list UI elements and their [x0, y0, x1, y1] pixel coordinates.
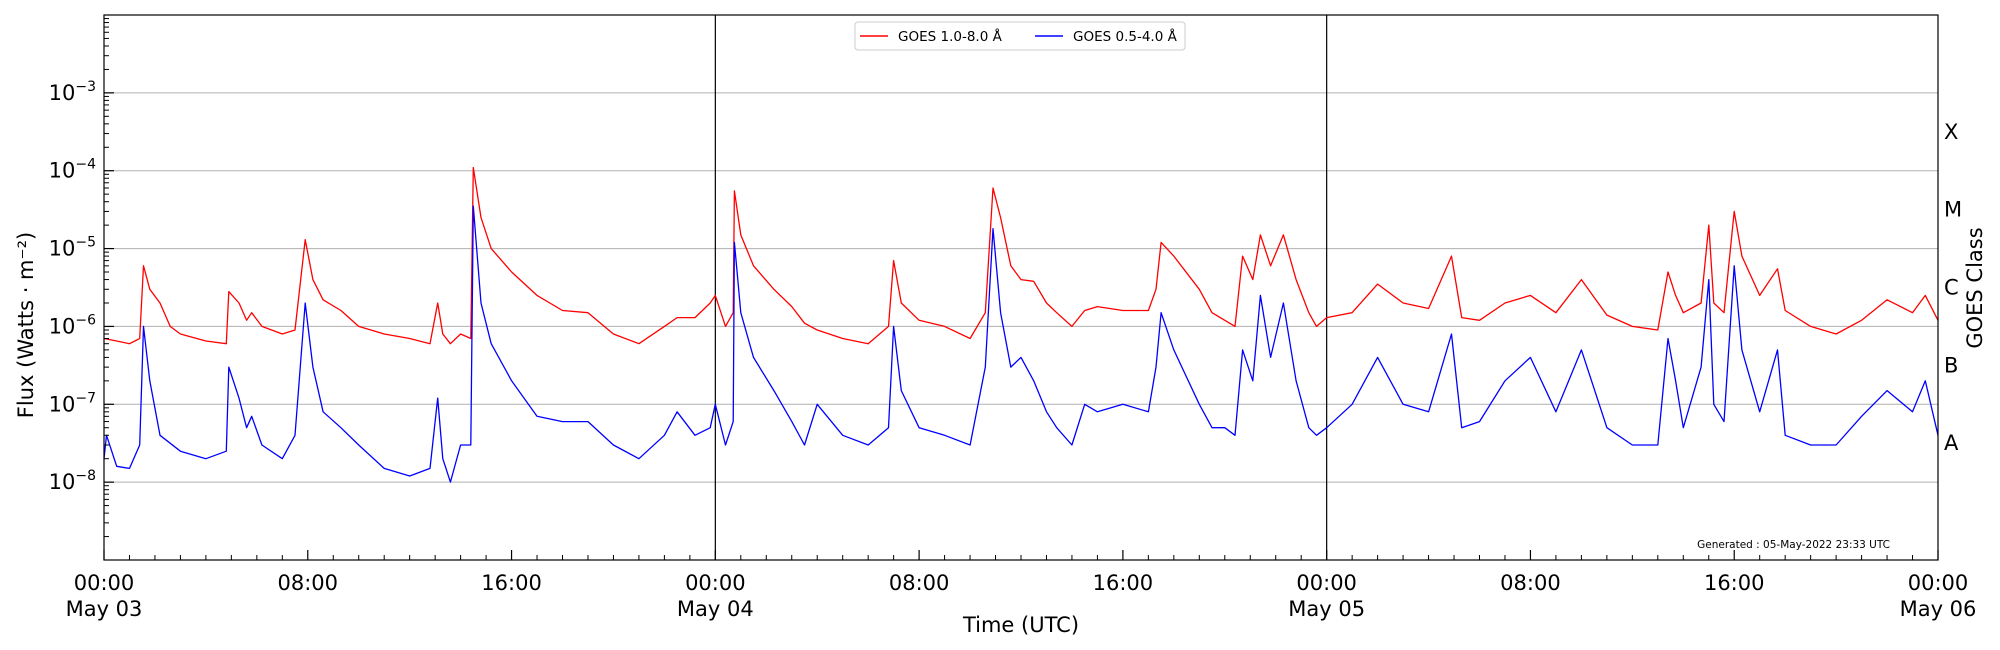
- y-tick-label: 10−7: [49, 390, 96, 416]
- y-tick-label: 10−6: [49, 312, 96, 338]
- y2-axis-title: GOES Class: [1963, 227, 1987, 348]
- x-tick-label: 16:00: [481, 571, 542, 595]
- x-tick-label: 16:00: [1704, 571, 1765, 595]
- x-tick-date-label: May 03: [66, 597, 143, 621]
- y-tick-label: 10−4: [49, 157, 96, 183]
- generated-footnote: Generated : 05-May-2022 23:33 UTC: [1697, 539, 1890, 551]
- legend-label-red: GOES 1.0-8.0 Å: [898, 28, 1003, 45]
- x-tick-label: 00:00: [1908, 571, 1969, 595]
- legend-label-blue: GOES 0.5-4.0 Å: [1073, 28, 1178, 45]
- x-tick-label: 08:00: [889, 571, 950, 595]
- goes-class-label: C: [1944, 276, 1959, 300]
- y-axis-title: Flux (Watts · m⁻²): [14, 232, 38, 418]
- x-tick-label: 00:00: [74, 571, 135, 595]
- grid-layer: [104, 92, 1938, 483]
- x-tick-date-label: May 04: [677, 597, 754, 621]
- x-tick-date-label: May 05: [1288, 597, 1365, 621]
- x-tick-label: 08:00: [1500, 571, 1561, 595]
- tick-layer: [103, 18, 1939, 560]
- goes-class-label: A: [1944, 431, 1959, 455]
- day-boundary-layer: [714, 15, 1328, 560]
- goes-class-label-layer: A B C M X: [1944, 120, 1962, 455]
- goes-class-label: M: [1944, 198, 1962, 222]
- legend: GOES 1.0-8.0 Å GOES 0.5-4.0 Å: [854, 21, 1186, 51]
- y-tick-label: 10−3: [49, 79, 96, 105]
- y-tick-label-layer: 10−8 10−7 10−6 10−5 10−4 10−3: [49, 79, 96, 494]
- x-axis-title: Time (UTC): [962, 613, 1079, 637]
- x-tick-date-label: May 06: [1900, 597, 1977, 621]
- goes-class-label: X: [1944, 120, 1958, 144]
- series-layer: [103, 166, 1939, 483]
- legend-box: [854, 21, 1186, 51]
- goes-class-label: B: [1944, 353, 1958, 377]
- x-tick-label: 08:00: [278, 571, 339, 595]
- y-tick-label: 10−5: [49, 235, 96, 261]
- x-tick-label: 16:00: [1093, 571, 1154, 595]
- series-line-short: [103, 205, 1939, 483]
- x-tick-label: 00:00: [1296, 571, 1357, 595]
- series-line-long: [103, 166, 1939, 345]
- y-tick-label: 10−8: [49, 468, 96, 494]
- x-tick-label: 00:00: [685, 571, 746, 595]
